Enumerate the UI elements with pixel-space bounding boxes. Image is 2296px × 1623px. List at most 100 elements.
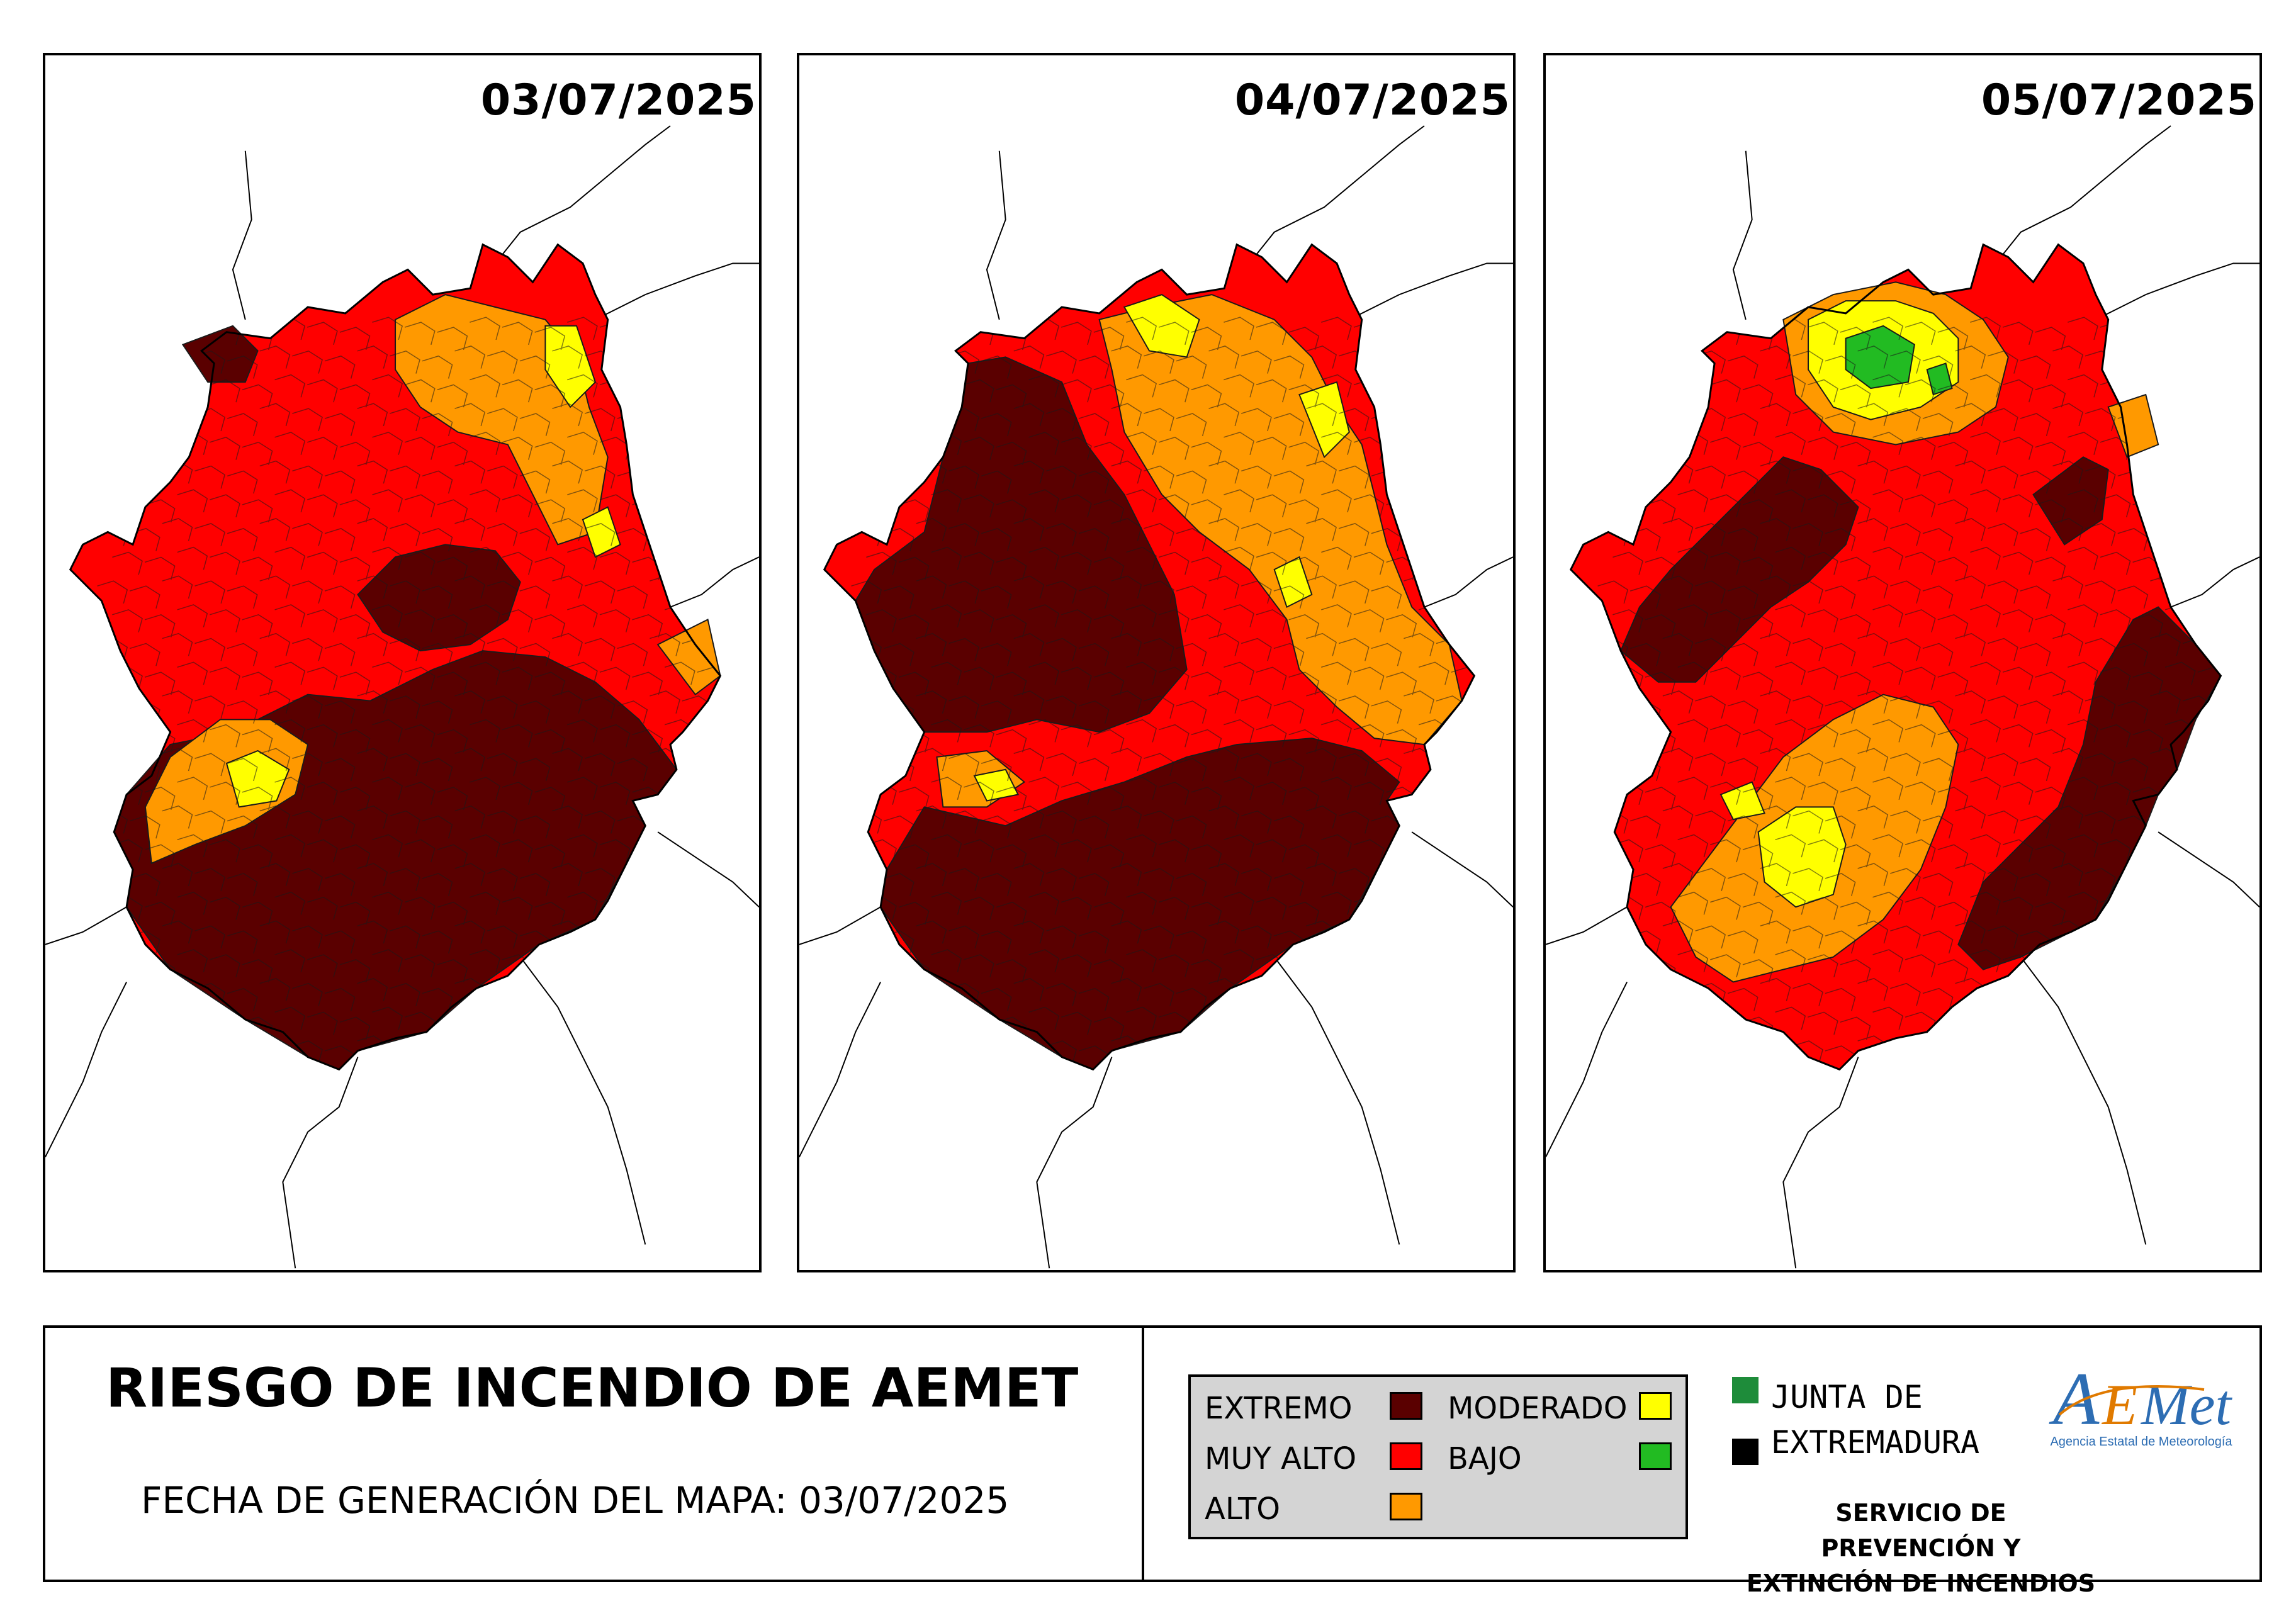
municipal-line	[1955, 403, 1986, 427]
municipal-line	[144, 901, 176, 925]
municipal-line	[1386, 729, 1417, 753]
risk-zones	[823, 244, 1475, 1070]
municipal-line	[2020, 470, 2051, 494]
municipal-line	[1191, 959, 1222, 982]
municipal-line	[1922, 700, 1954, 724]
municipal-line	[1436, 1040, 1467, 1064]
municipal-line	[1937, 901, 1969, 925]
municipal-line	[357, 863, 388, 887]
municipal-line	[2068, 719, 2098, 743]
municipal-line	[1872, 834, 1903, 858]
municipal-line	[1727, 1045, 1759, 1069]
municipal-line	[129, 643, 160, 666]
municipal-line	[210, 494, 240, 518]
municipal-line	[1727, 527, 1759, 551]
municipal-line	[1176, 815, 1207, 839]
region-outline	[823, 243, 1476, 1071]
municipal-line	[274, 489, 306, 513]
municipal-line	[502, 437, 533, 460]
municipal-line	[1775, 546, 1806, 570]
legend-label-bajo: BAJO	[1448, 1441, 1522, 1476]
municipal-line	[1013, 920, 1045, 944]
municipal-line	[1662, 345, 1694, 369]
municipal-line	[242, 787, 273, 810]
municipal-line	[1241, 637, 1272, 661]
municipal-line	[1013, 632, 1045, 656]
municipal-line	[916, 805, 947, 829]
municipal-line	[996, 729, 1027, 753]
municipal-line	[2068, 834, 2098, 858]
municipal-line	[1371, 987, 1402, 1011]
municipal-line	[1386, 614, 1417, 637]
municipal-line	[1905, 954, 1936, 977]
municipal-line	[1191, 787, 1222, 810]
municipal-line	[534, 614, 566, 637]
municipal-line	[2035, 844, 2066, 868]
municipal-line	[981, 930, 1012, 954]
municipal-line	[534, 499, 566, 523]
municipal-line	[1970, 891, 2001, 915]
municipal-line	[1775, 432, 1806, 455]
municipal-line	[1126, 317, 1157, 340]
municipal-line	[1872, 546, 1903, 570]
municipal-line	[357, 403, 388, 427]
municipal-line	[1028, 1006, 1060, 1030]
municipal-line	[1404, 977, 1434, 1001]
municipal-line	[916, 575, 947, 599]
municipal-line	[617, 700, 648, 724]
municipal-line	[1451, 782, 1475, 805]
municipal-line	[2182, 523, 2214, 546]
municipal-line	[1111, 518, 1142, 541]
municipal-line	[1158, 551, 1190, 575]
municipal-line	[1970, 317, 2001, 340]
municipal-line	[324, 873, 356, 896]
municipal-line	[1825, 585, 1856, 609]
municipal-line	[1224, 317, 1254, 340]
municipal-line	[1158, 609, 1190, 632]
municipal-line	[552, 805, 583, 829]
municipal-line	[2197, 609, 2221, 632]
municipal-line	[1288, 556, 1320, 580]
municipal-line	[1710, 494, 1741, 518]
municipal-line	[1612, 724, 1643, 748]
service-line-1: SERVICIO DE PREVENCIÓN Y	[1821, 1499, 2021, 1562]
municipal-line	[948, 753, 979, 777]
municipal-line	[1890, 465, 1921, 489]
neighbor-border	[1273, 957, 1400, 1245]
municipal-line	[339, 671, 371, 695]
municipal-line	[1158, 724, 1190, 748]
municipal-line	[324, 527, 356, 551]
municipal-line	[1451, 954, 1475, 977]
municipal-line	[1890, 523, 1921, 546]
municipal-line	[292, 695, 323, 719]
municipal-line	[883, 987, 914, 1011]
municipal-line	[1890, 637, 1921, 661]
municipal-line	[1176, 413, 1207, 437]
municipal-line	[682, 810, 713, 834]
municipal-line	[2164, 1006, 2196, 1030]
municipal-line	[1612, 954, 1643, 977]
municipal-line	[210, 896, 240, 920]
municipal-line	[883, 355, 914, 379]
municipal-line	[1208, 403, 1240, 427]
municipal-line	[599, 609, 631, 632]
service-name: SERVICIO DE PREVENCIÓN Y EXTINCIÓN DE IN…	[1745, 1495, 2097, 1601]
municipal-line	[1224, 661, 1254, 685]
municipal-line	[866, 322, 897, 345]
municipal-line	[1338, 695, 1370, 719]
municipal-line	[210, 839, 240, 863]
municipal-line	[2052, 518, 2083, 541]
municipal-line	[1256, 494, 1287, 518]
municipal-line	[307, 724, 338, 748]
municipal-line	[129, 815, 160, 839]
municipal-line	[1955, 575, 1986, 599]
municipal-line	[129, 1045, 160, 1069]
municipal-line	[470, 489, 500, 513]
municipal-line	[1176, 758, 1207, 782]
municipal-line	[2164, 432, 2196, 455]
municipal-line	[1825, 355, 1856, 379]
municipal-line	[948, 925, 979, 949]
municipal-line	[437, 499, 468, 523]
municipal-line	[1078, 873, 1110, 896]
municipal-line	[1046, 982, 1077, 1006]
